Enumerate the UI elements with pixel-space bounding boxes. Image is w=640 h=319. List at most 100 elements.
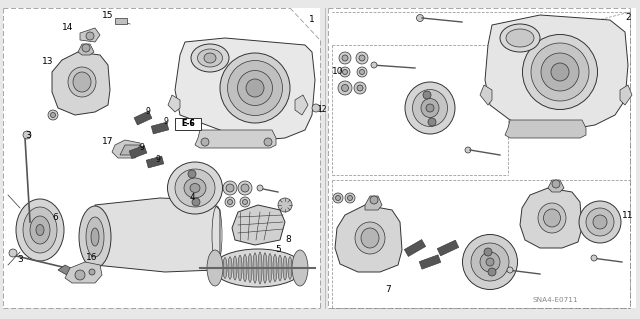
Circle shape [82,44,90,52]
Circle shape [360,70,365,75]
Text: 3: 3 [25,130,31,139]
Circle shape [340,67,350,77]
Ellipse shape [531,43,589,101]
Ellipse shape [68,67,96,97]
Polygon shape [505,120,586,138]
Text: 9: 9 [164,117,168,127]
Circle shape [370,196,378,204]
Ellipse shape [253,253,257,283]
Ellipse shape [273,254,277,282]
Ellipse shape [213,259,217,277]
Ellipse shape [506,29,534,47]
Ellipse shape [191,44,229,72]
Circle shape [484,248,492,256]
Polygon shape [485,15,628,130]
Ellipse shape [228,257,232,279]
Circle shape [188,170,196,178]
Text: 15: 15 [102,11,114,19]
Bar [115,18,127,24]
Ellipse shape [593,215,607,229]
Ellipse shape [263,253,267,283]
Circle shape [86,32,94,40]
Circle shape [342,85,349,92]
Circle shape [507,267,513,273]
Circle shape [348,196,353,201]
Circle shape [257,185,263,191]
Polygon shape [419,255,441,269]
Circle shape [238,181,252,195]
Circle shape [423,91,431,99]
Circle shape [417,14,424,21]
Circle shape [354,82,366,94]
Ellipse shape [288,257,292,279]
Ellipse shape [258,252,262,284]
Circle shape [356,52,368,64]
Polygon shape [58,265,78,278]
Ellipse shape [227,61,282,115]
Circle shape [342,70,348,75]
Polygon shape [151,122,169,134]
Circle shape [552,180,560,188]
Polygon shape [52,52,110,115]
Ellipse shape [36,225,44,235]
Ellipse shape [361,228,379,248]
Bar [3,8,320,308]
Circle shape [51,113,56,117]
Bar [175,118,201,130]
Polygon shape [295,95,308,115]
Ellipse shape [175,169,215,207]
Text: 8: 8 [285,235,291,244]
Ellipse shape [421,99,439,117]
Text: E-6: E-6 [181,120,195,129]
Ellipse shape [579,201,621,243]
Circle shape [241,184,249,192]
Circle shape [264,138,272,146]
Ellipse shape [426,104,434,112]
Circle shape [333,193,343,203]
Polygon shape [520,188,582,248]
Text: 13: 13 [42,57,54,66]
Circle shape [428,118,436,126]
Text: 16: 16 [86,254,98,263]
Circle shape [371,62,377,68]
Text: 17: 17 [102,137,114,146]
Ellipse shape [204,53,216,63]
Polygon shape [95,198,220,272]
Text: 1: 1 [309,16,315,25]
Ellipse shape [168,162,223,214]
Polygon shape [335,205,402,272]
Ellipse shape [538,203,566,233]
Ellipse shape [298,258,302,278]
Ellipse shape [486,258,494,266]
Ellipse shape [248,254,252,282]
Circle shape [223,181,237,195]
Ellipse shape [268,254,272,282]
Text: 2: 2 [625,13,631,23]
Circle shape [225,197,235,207]
Polygon shape [129,145,147,159]
Ellipse shape [283,256,287,280]
Polygon shape [620,85,632,105]
Ellipse shape [522,34,598,109]
Ellipse shape [543,209,561,227]
Ellipse shape [480,252,500,272]
Circle shape [23,131,31,139]
Ellipse shape [207,250,223,286]
Ellipse shape [91,228,99,246]
Ellipse shape [292,250,308,286]
Circle shape [335,196,340,201]
Polygon shape [437,240,459,256]
Polygon shape [65,262,102,283]
Text: 9: 9 [140,144,145,152]
Polygon shape [134,111,152,125]
Circle shape [226,184,234,192]
Polygon shape [168,95,180,112]
Ellipse shape [86,217,104,257]
Text: 4: 4 [189,194,195,203]
Ellipse shape [238,255,242,281]
Circle shape [339,52,351,64]
Circle shape [465,147,471,153]
Circle shape [312,104,320,112]
Ellipse shape [73,72,91,92]
Text: 9: 9 [156,155,161,165]
